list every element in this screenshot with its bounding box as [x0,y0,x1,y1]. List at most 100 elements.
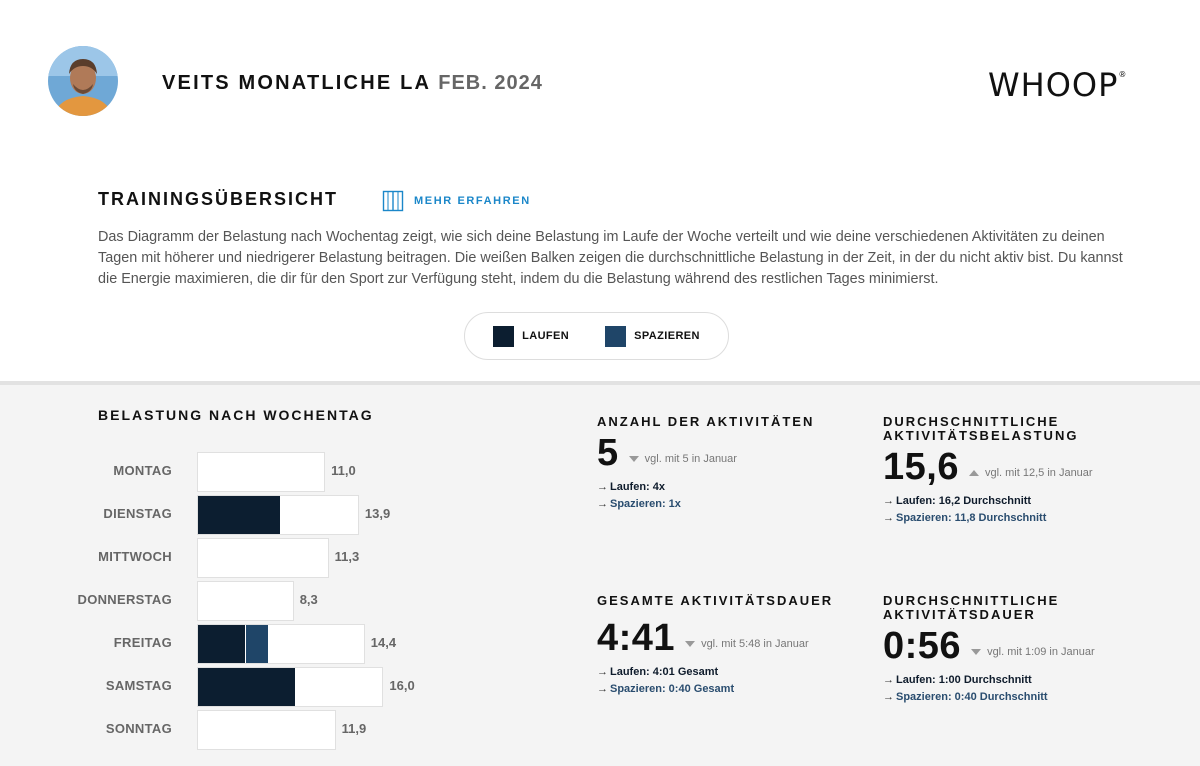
bar-total [197,710,336,750]
stat-compare-text: vgl. mit 5 in Januar [644,453,737,465]
stat-compare: vgl. mit 1:09 in Januar [971,646,1095,658]
report-period: FEB. 2024 [438,72,543,94]
stat-title: ANZAHL DER AKTIVITÄTEN [597,414,815,429]
whoop-logo: WHOOP® [988,66,1127,104]
bar-category-label: FREITAG [113,635,172,650]
bar-value-label: 13,9 [364,506,391,521]
stat-line-walking: → Spazieren: 0:40 Durchschnitt [883,689,1123,706]
bar-row: MITTWOCH 11,3 [0,538,560,578]
bar-row: MONTAG 11,0 [0,452,560,492]
stat-value: 15,6 [883,446,959,488]
stat-activity-count: ANZAHL DER AKTIVITÄTEN 5 vgl. mit 5 in J… [597,415,814,513]
bar-category-label: DIENSTAG [103,506,172,521]
trend-down-icon [628,456,639,462]
legend-swatch-running [493,325,515,347]
learn-more-link[interactable]: MEHR ERFAHREN [382,190,531,212]
stat-title: DURCHSCHNITTLICHE AKTIVITÄTSDAUER [883,593,1060,622]
logo-text: WHOOP [988,66,1119,104]
stat-compare: vgl. mit 12,5 in Januar [968,467,1093,479]
bar-row: DIENSTAG 13,9 [0,495,560,535]
stat-compare-text: vgl. mit 12,5 in Januar [984,467,1093,479]
bar-row: FREITAG 14,4 [0,624,560,664]
stat-line-walking-text: Spazieren: 0:40 Durchschnitt [896,691,1048,703]
arrow-right-icon: → [597,481,608,493]
report-title: VEITS MONATLICHE LA FEB. 2024 [162,72,543,95]
bar-total [197,667,384,707]
bar-category-label: SONNTAG [105,721,172,736]
legend-label-walking: SPAZIEREN [634,330,700,342]
bar-value-label: 11,3 [334,549,360,564]
stat-title: GESAMTE AKTIVITÄTSDAUER [597,593,834,608]
stat-line-running: → Laufen: 4:01 Gesamt [597,664,833,681]
stat-avg-duration: DURCHSCHNITTLICHE AKTIVITÄTSDAUER 0:56 v… [883,594,1123,706]
stat-line-running-text: Laufen: 4x [610,481,666,493]
stat-compare: vgl. mit 5:48 in Januar [685,638,809,650]
stat-line-walking: → Spazieren: 1x [597,496,814,513]
logo-registered-mark: ® [1118,70,1128,79]
learn-more-label[interactable]: MEHR ERFAHREN [414,195,531,207]
stat-line-running: → Laufen: 1:00 Durchschnitt [883,672,1123,689]
bar-value-label: 16,0 [389,678,415,693]
bar-segment-laufen [198,625,245,663]
avatar [48,46,118,116]
stat-line-walking-text: Spazieren: 1x [610,498,681,510]
bar-total [197,581,294,621]
stat-value: 4:41 [597,617,676,659]
bar-category-label: DONNERSTAG [77,592,172,607]
bar-segment-laufen [198,668,295,706]
bar-row: SONNTAG 11,9 [0,710,560,750]
stat-line-walking: → Spazieren: 0:40 Gesamt [597,681,833,698]
bar-row: DONNERSTAG 8,3 [0,581,560,621]
arrow-right-icon: → [883,512,894,524]
legend-item-running: LAUFEN [493,325,570,347]
stat-line-walking: → Spazieren: 11,8 Durchschnitt [883,510,1123,527]
chart-title: BELASTUNG NACH WOCHENTAG [98,407,374,423]
bar-segment-spazieren [244,625,268,663]
stat-line-running: → Laufen: 4x [597,479,814,496]
bar-total [197,452,326,492]
chart-legend: LAUFEN SPAZIEREN [464,312,729,360]
stat-total-duration: GESAMTE AKTIVITÄTSDAUER 4:41 vgl. mit 5:… [597,594,833,698]
stat-value: 0:56 [883,625,962,667]
legend-label-running: LAUFEN [522,330,570,342]
bar-category-label: MITTWOCH [98,549,172,564]
bar-segment-laufen [198,496,280,534]
bar-value-label: 8,3 [299,592,318,607]
stat-line-walking-text: Spazieren: 0:40 Gesamt [610,683,735,695]
arrow-right-icon: → [597,498,608,510]
stat-title: DURCHSCHNITTLICHE AKTIVITÄTSBELASTUNG [883,414,1079,443]
trend-down-icon [971,649,982,655]
stat-line-walking-text: Spazieren: 11,8 Durchschnitt [896,512,1047,524]
book-icon [382,190,404,212]
bar-category-label: SAMSTAG [105,678,172,693]
arrow-right-icon: → [597,666,608,678]
section-divider [0,381,1200,385]
bar-total [197,624,365,664]
arrow-right-icon: → [597,683,608,695]
stat-value: 5 [597,432,619,474]
bar-total [197,495,359,535]
stat-compare: vgl. mit 5 in Januar [628,453,737,465]
arrow-right-icon: → [883,691,894,703]
trend-down-icon [685,641,696,647]
stat-compare-text: vgl. mit 5:48 in Januar [701,638,809,650]
stat-line-running-text: Laufen: 1:00 Durchschnitt [896,674,1032,686]
stat-avg-strain: DURCHSCHNITTLICHE AKTIVITÄTSBELASTUNG 15… [883,415,1123,527]
bar-category-label: MONTAG [113,463,172,478]
legend-swatch-walking [605,325,627,347]
arrow-right-icon: → [883,495,894,507]
bar-value-label: 14,4 [370,635,397,650]
bar-value-label: 11,9 [341,721,367,736]
bar-row: SAMSTAG 16,0 [0,667,560,707]
bar-total [197,538,329,578]
report-header-section: VEITS MONATLICHE LA FEB. 2024 WHOOP® TRA… [0,0,1200,382]
legend-item-walking: SPAZIEREN [605,325,700,347]
overview-description: Das Diagramm der Belastung nach Wochenta… [98,229,1123,287]
bar-value-label: 11,0 [331,463,356,478]
section-title: TRAININGSÜBERSICHT [98,189,339,209]
stat-line-running: → Laufen: 16,2 Durchschnitt [883,493,1123,510]
stat-line-running-text: Laufen: 4:01 Gesamt [610,666,719,678]
stat-compare-text: vgl. mit 1:09 in Januar [987,646,1095,658]
arrow-right-icon: → [883,674,894,686]
report-owner-title: VEITS MONATLICHE LA [162,72,431,94]
